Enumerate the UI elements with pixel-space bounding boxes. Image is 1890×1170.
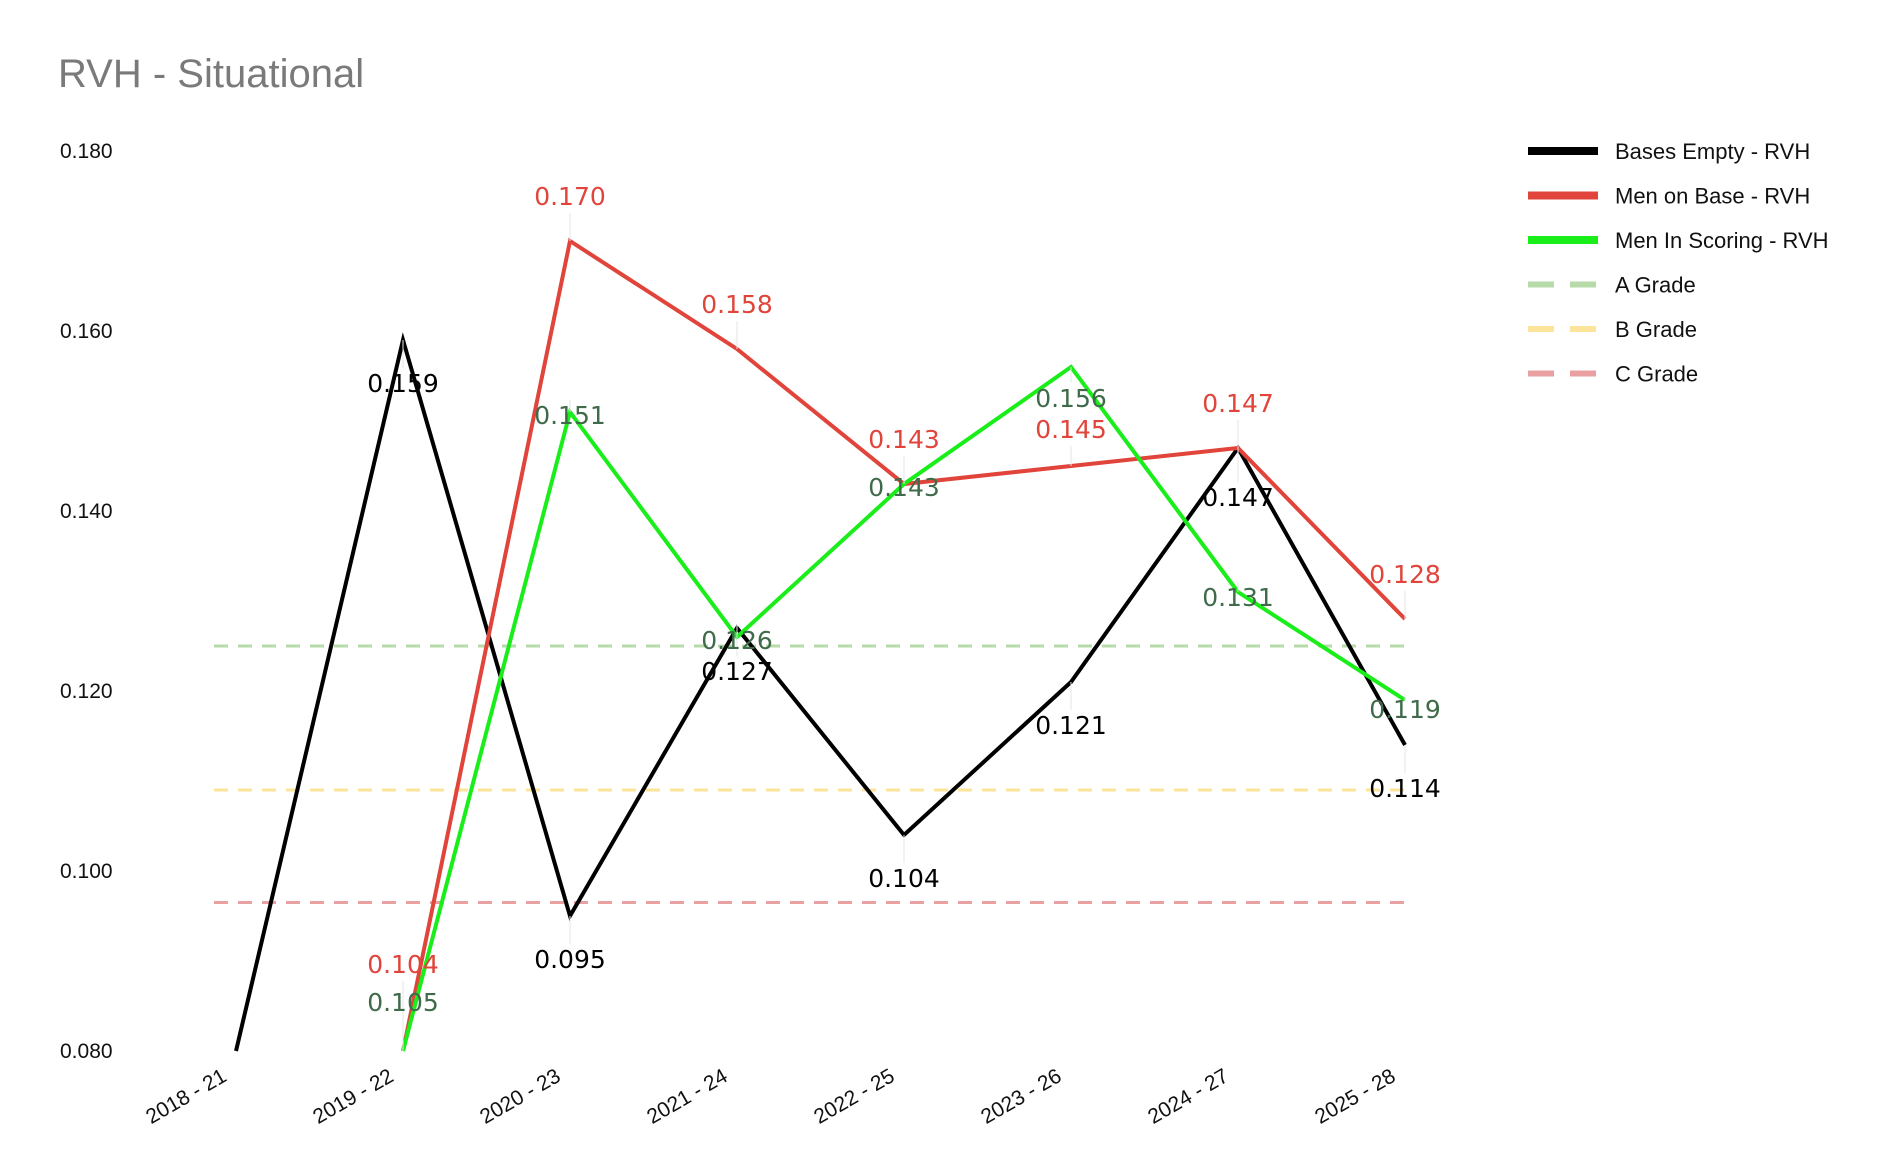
legend-label-b-grade: B Grade (1615, 317, 1697, 342)
data-label: 0.121 (1035, 711, 1107, 740)
data-label: 0.156 (1035, 384, 1107, 413)
x-axis-ticks: 2018 - 21 2019 - 22 2020 - 23 2021 - 24 2022… (142, 1064, 1399, 1128)
x-tick-label: 2023 - 26 (977, 1064, 1065, 1128)
data-labels: 0.159 0.095 0.127 0.104 0.121 0.147 0.114 0.104… (367, 182, 1441, 1017)
label-leaders (402, 213, 1406, 1051)
data-label: 0.145 (1035, 415, 1107, 444)
data-label: 0.114 (1369, 774, 1441, 803)
y-tick-label: 0.080 (60, 1040, 113, 1063)
data-label: 0.105 (367, 988, 439, 1017)
data-label: 0.127 (701, 657, 773, 686)
y-axis-ticks: 0.080 0.100 0.120 0.140 0.160 0.180 (60, 140, 113, 1063)
data-label: 0.104 (868, 864, 940, 893)
data-label: 0.151 (534, 401, 606, 430)
data-label: 0.104 (367, 950, 439, 979)
x-tick-label: 2025 - 28 (1311, 1064, 1399, 1128)
data-label: 0.170 (534, 182, 606, 211)
x-tick-label: 2018 - 21 (142, 1064, 230, 1128)
y-tick-label: 0.180 (60, 140, 113, 163)
data-label: 0.119 (1369, 695, 1441, 724)
legend: Bases Empty - RVH Men on Base - RVH Men In… (1528, 139, 1829, 387)
legend-label-a-grade: A Grade (1615, 273, 1696, 298)
bases-empty-rvh-line (234, 332, 1407, 1052)
data-label: 0.159 (367, 369, 439, 398)
reference-lines (214, 644, 1405, 904)
x-tick-label: 2024 - 27 (1144, 1064, 1232, 1128)
legend-label-bases-empty-rvh: Bases Empty - RVH (1615, 139, 1810, 164)
data-label: 0.126 (701, 626, 773, 655)
data-label: 0.147 (1202, 483, 1274, 512)
x-tick-label: 2021 - 24 (643, 1064, 732, 1128)
legend-label-men-on-base-rvh: Men on Base - RVH (1615, 184, 1810, 209)
data-label: 0.131 (1202, 583, 1274, 612)
data-label: 0.158 (701, 290, 773, 319)
x-tick-label: 2022 - 25 (810, 1064, 898, 1128)
x-tick-label: 2019 - 22 (309, 1064, 397, 1128)
data-label: 0.143 (868, 473, 940, 502)
data-label: 0.095 (534, 945, 606, 974)
y-tick-label: 0.140 (60, 500, 113, 523)
legend-label-c-grade: C Grade (1615, 362, 1698, 387)
y-tick-label: 0.120 (60, 680, 113, 703)
legend-label-men-in-scoring-rvh: Men In Scoring - RVH (1615, 228, 1829, 253)
data-label: 0.147 (1202, 389, 1274, 418)
x-tick-label: 2020 - 23 (476, 1064, 564, 1128)
chart-title: RVH - Situational (58, 52, 365, 96)
y-tick-label: 0.100 (60, 860, 113, 883)
y-tick-label: 0.160 (60, 320, 113, 343)
data-label: 0.143 (868, 425, 940, 454)
data-label: 0.128 (1369, 560, 1441, 589)
